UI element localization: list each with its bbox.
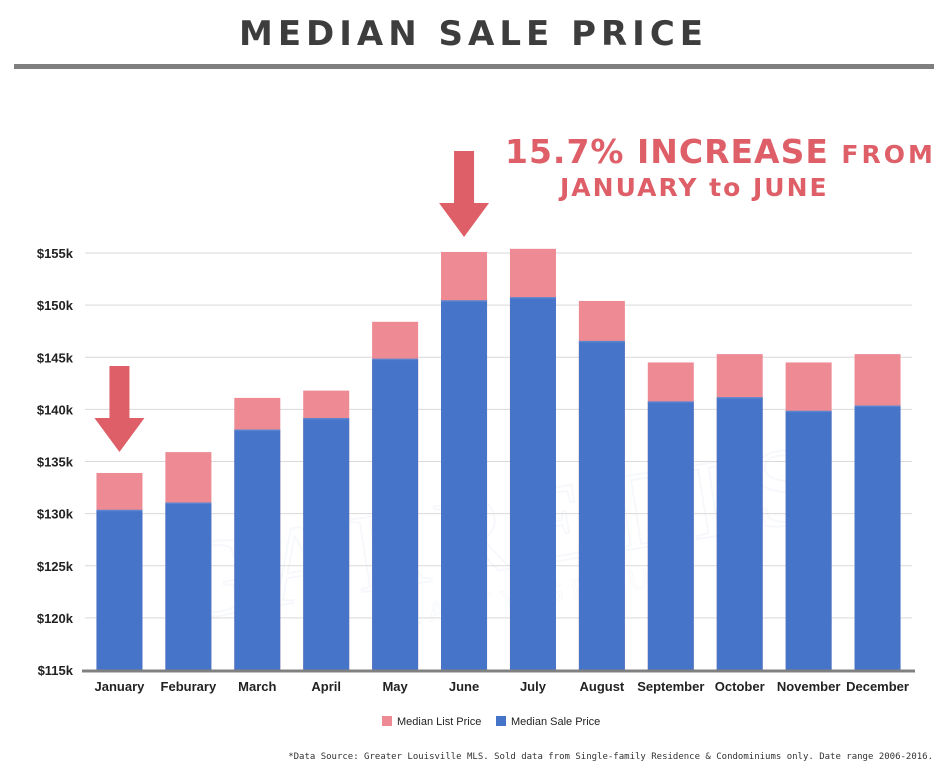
chart-title: MEDIAN SALE PRICE [239, 14, 708, 54]
y-axis: $115k $120k $125k $130k $135k $140k $145k $150k… [37, 246, 74, 678]
x-tick-label: Feburary [161, 679, 217, 694]
x-tick-label: December [846, 679, 909, 694]
arrows [94, 151, 490, 452]
x-tick-label: January [95, 679, 146, 694]
bar-median-sale-price [716, 397, 763, 670]
bar-median-sale-price [578, 341, 625, 670]
bar-median-sale-price [234, 430, 281, 670]
y-tick-label: $120k [37, 611, 74, 626]
x-tick-label: July [520, 679, 547, 694]
source-note: *Data Source: Greater Louisville MLS. So… [288, 752, 933, 762]
down-arrow-icon [94, 366, 145, 452]
callout-line-2: JANUARY to JUNE [560, 173, 829, 202]
y-tick-label: $125k [37, 559, 74, 574]
y-tick-label: $155k [37, 246, 74, 261]
bar-median-sale-price [303, 418, 350, 670]
bar-median-sale-price [785, 411, 832, 670]
grid [85, 252, 912, 619]
y-tick-label: $115k [38, 663, 74, 678]
legend-label: Median Sale Price [511, 716, 600, 728]
x-tick-label: March [238, 679, 276, 694]
x-tick-label: August [579, 679, 624, 694]
bar-median-sale-price [165, 503, 212, 670]
bar-chart: GARRETTS REALTY GROUP $115k$120k$125k$13… [37, 151, 915, 728]
bar-median-sale-price [372, 359, 419, 670]
bar-median-sale-price [441, 300, 488, 670]
x-tick-label: October [715, 679, 765, 694]
x-tick-label: November [777, 679, 841, 694]
callout-percent: 15.7% INCREASE [505, 132, 829, 171]
x-tick-label: June [449, 679, 479, 694]
bar-median-sale-price [854, 406, 901, 670]
callout-line-1: 15.7% INCREASE FROM [505, 132, 936, 171]
down-arrow-icon [439, 151, 490, 237]
x-tick-label: April [311, 679, 341, 694]
bars [96, 248, 901, 670]
callout-from: FROM [841, 140, 936, 169]
y-tick-label: $130k [37, 507, 74, 522]
y-tick-label: $150k [37, 298, 74, 313]
x-tick-label: September [637, 679, 704, 694]
legend-swatch [382, 716, 392, 726]
x-tick-label: May [382, 679, 408, 694]
legend-swatch [496, 716, 506, 726]
y-tick-label: $135k [37, 455, 74, 470]
legend: Median List Price Median Sale Price [382, 716, 600, 728]
y-tick-label: $145k [37, 350, 74, 365]
x-axis: January Feburary March April May June July Augu… [82, 669, 915, 694]
bar-median-sale-price [509, 297, 556, 670]
legend-label: Median List Price [397, 716, 481, 728]
y-tick-label: $140k [37, 402, 74, 417]
title-rule [14, 64, 934, 69]
bar-median-sale-price [647, 402, 694, 670]
bar-median-sale-price [96, 510, 143, 670]
